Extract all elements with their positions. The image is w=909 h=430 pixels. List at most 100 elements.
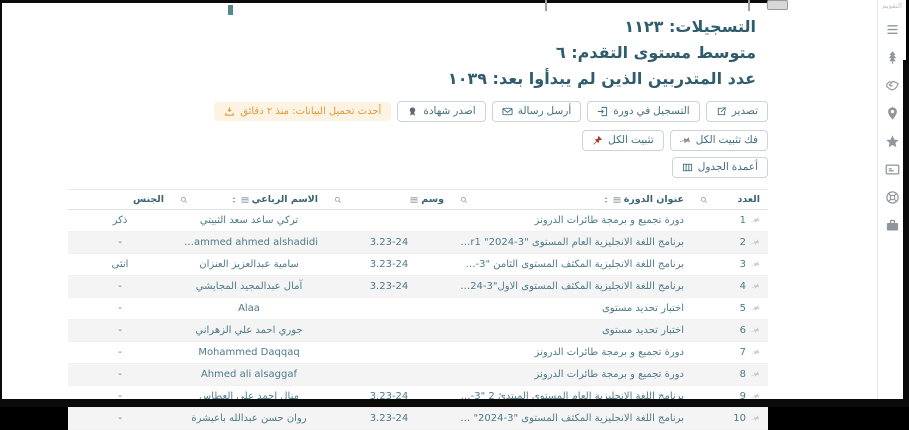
pin-outline-icon xyxy=(679,137,690,144)
table-row[interactable]: 2 برنامج اللغة الانجليزية العام المستوى … xyxy=(68,231,768,254)
cell-count: 8 xyxy=(692,363,768,386)
header-count-label: العدد xyxy=(737,194,760,205)
screen-artifact-tick xyxy=(748,0,750,11)
pin-all-button[interactable]: تثبيت الكل xyxy=(582,130,664,151)
table-row[interactable]: 4 برنامج اللغة الانجليزية المكثف المستوى… xyxy=(68,275,768,298)
search-icon[interactable] xyxy=(180,196,188,204)
cell-full-name: Alaa xyxy=(172,297,326,320)
cell-tag xyxy=(326,319,452,342)
enroll-course-button[interactable]: التسجيل في دورة xyxy=(587,101,700,122)
row-number: 10 xyxy=(733,413,746,424)
table-row[interactable]: 10 برنامج اللغة الانجليزية المكثف المستو… xyxy=(68,407,768,430)
send-message-button-label: أرسل رسالة xyxy=(517,105,572,117)
row-pin-icon[interactable] xyxy=(750,237,762,249)
header-count[interactable]: العدد xyxy=(692,189,768,210)
frame-top-edge xyxy=(0,0,768,3)
cell-count: 5 xyxy=(692,297,768,320)
issue-certificate-button[interactable]: اصدر شهادة xyxy=(397,101,486,122)
id-card-icon[interactable] xyxy=(884,161,900,177)
cell-gender: - xyxy=(68,363,172,386)
cell-course-title: اختبار تحديد مستوى xyxy=(452,319,692,342)
last-data-refresh-label: أحدث تحميل البيانات: منذ ٢ دقائق xyxy=(240,106,382,117)
main-content: التسجيلات: ١١٢٣ متوسط مستوى التقدم: ٦ عد… xyxy=(4,3,768,430)
header-course-title[interactable]: عنوان الدورة xyxy=(452,189,692,210)
row-pin-icon[interactable] xyxy=(750,391,762,403)
header-full-name[interactable]: الاسم الرباعي xyxy=(172,189,326,210)
cell-course-title: اختبار تحديد مستوى xyxy=(452,297,692,320)
frame-bottom-edge xyxy=(0,399,909,407)
briefcase-icon[interactable] xyxy=(884,217,900,233)
cell-gender: - xyxy=(68,341,172,364)
cell-count: 6 xyxy=(692,319,768,342)
toolbar-primary: تصدير التسجيل في دورة أرسل رسالة اصدر شه… xyxy=(4,101,768,122)
cell-count: 3 xyxy=(692,253,768,276)
cell-gender: - xyxy=(68,297,172,320)
sort-icon[interactable] xyxy=(230,196,238,204)
table-columns-icon xyxy=(682,163,692,172)
table-row[interactable]: 1 دورة تجميع و برمجة طائرات الدرونز تركي… xyxy=(68,209,768,232)
row-pin-icon[interactable] xyxy=(750,259,762,271)
cell-full-name: Haneen mohammed ahmed alshadidi xyxy=(172,231,326,254)
enroll-course-button-label: التسجيل في دورة xyxy=(613,105,690,117)
row-pin-icon[interactable] xyxy=(750,325,762,337)
send-message-button[interactable]: أرسل رسالة xyxy=(491,101,582,122)
grid-icon[interactable] xyxy=(241,196,249,204)
cell-count: 2 xyxy=(692,231,768,254)
screen-artifact-tick xyxy=(228,5,233,15)
row-number: 7 xyxy=(739,347,746,358)
cell-full-name: آمال عبدالمجيد المجايشي xyxy=(172,275,326,298)
cell-count: 1 xyxy=(692,209,768,232)
row-number: 6 xyxy=(739,325,746,336)
cell-gender: ذكر xyxy=(68,209,172,232)
grid-icon[interactable] xyxy=(613,196,621,204)
header-tag[interactable]: وسم xyxy=(326,189,452,210)
cell-course-title: دورة تجميع و برمجة طائرات الدرونز xyxy=(452,341,692,364)
star-icon[interactable] xyxy=(884,133,900,149)
icon-rail: التقويم xyxy=(877,0,906,399)
row-pin-icon[interactable] xyxy=(750,215,762,227)
row-pin-icon[interactable] xyxy=(750,347,762,359)
header-full-name-label: الاسم الرباعي xyxy=(251,194,318,205)
search-icon[interactable] xyxy=(700,196,708,204)
cell-tag: 3.23-24 xyxy=(326,253,452,276)
tree-icon[interactable] xyxy=(884,49,900,65)
cell-course-title: برنامج اللغة الانجليزية المكثف المستوى "… xyxy=(452,407,692,430)
cell-gender: - xyxy=(68,231,172,254)
table-columns-button[interactable]: أعمدة الجدول xyxy=(671,157,768,178)
location-pin-icon[interactable] xyxy=(884,105,900,121)
row-pin-icon[interactable] xyxy=(750,281,762,293)
stats-summary: التسجيلات: ١١٢٣ متوسط مستوى التقدم: ٦ عد… xyxy=(4,3,768,92)
search-icon[interactable] xyxy=(334,196,342,204)
menu-icon[interactable] xyxy=(884,21,900,37)
login-arrow-icon xyxy=(598,106,608,117)
cell-course-title: برنامج اللغة الانجليزية المكثف المستوى ا… xyxy=(452,253,692,276)
cell-course-title: دورة تجميع و برمجة طائرات الدرونز xyxy=(452,363,692,386)
search-icon[interactable] xyxy=(460,196,468,204)
table-row[interactable]: 7 دورة تجميع و برمجة طائرات الدرونز Moha… xyxy=(68,341,768,364)
export-button-label: تصدير xyxy=(731,105,758,117)
pin-all-button-label: تثبيت الكل xyxy=(608,134,654,146)
table-row[interactable]: 3 برنامج اللغة الانجليزية المكثف المستوى… xyxy=(68,253,768,276)
unpin-all-button-label: فك تثبيت الكل xyxy=(695,134,758,146)
row-pin-icon[interactable] xyxy=(750,413,762,425)
table-row[interactable]: 5 اختبار تحديد مستوى Alaa - xyxy=(68,297,768,320)
cell-full-name: Mohammed Daqqaq xyxy=(172,341,326,364)
unpin-all-button[interactable]: فك تثبيت الكل xyxy=(669,130,768,151)
handshake-icon[interactable] xyxy=(884,77,900,93)
cell-full-name: Ahmed ali alsaggaf xyxy=(172,363,326,386)
toolbar-pins: فك تثبيت الكل تثبيت الكل xyxy=(4,130,768,151)
table-row[interactable]: 8 دورة تجميع و برمجة طائرات الدرونز Ahme… xyxy=(68,363,768,386)
cell-count: 4 xyxy=(692,275,768,298)
row-pin-icon[interactable] xyxy=(750,369,762,381)
row-number: 2 xyxy=(739,237,746,248)
cell-tag: 3.23-24 xyxy=(326,231,452,254)
grid-icon[interactable] xyxy=(410,196,418,204)
last-data-refresh-pill[interactable]: أحدث تحميل البيانات: منذ ٢ دقائق xyxy=(214,102,392,121)
table-row[interactable]: 6 اختبار تحديد مستوى جوري احمد علي الزهر… xyxy=(68,319,768,342)
cell-gender: - xyxy=(68,407,172,430)
sort-icon[interactable] xyxy=(602,196,610,204)
header-gender[interactable]: الجنس xyxy=(68,189,172,210)
row-pin-icon[interactable] xyxy=(750,303,762,315)
export-button[interactable]: تصدير xyxy=(705,101,768,122)
help-ring-icon[interactable] xyxy=(884,189,900,205)
